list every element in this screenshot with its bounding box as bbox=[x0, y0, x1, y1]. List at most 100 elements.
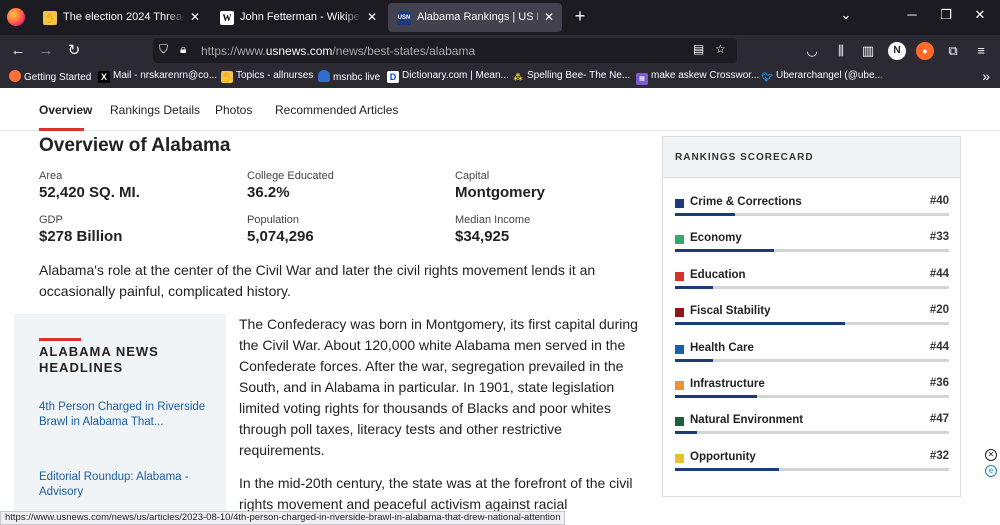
tab-photos[interactable]: Photos bbox=[215, 103, 253, 117]
page-title: Overview of Alabama bbox=[39, 135, 231, 156]
lock-icon[interactable]: 🔒︎ bbox=[180, 42, 187, 56]
fact-value: $278 Billion bbox=[39, 228, 123, 245]
dictionary-icon: D bbox=[387, 71, 399, 83]
tab-alabama-rankings[interactable]: USN Alabama Rankings | US News Best Stat… bbox=[388, 3, 562, 32]
pocket-icon[interactable]: ◡ bbox=[806, 43, 818, 58]
back-icon[interactable]: ← bbox=[10, 42, 26, 59]
news-headlines-title: ALABAMA NEWS HEADLINES bbox=[39, 344, 159, 375]
navigation-toolbar: ← → ↻ ⛉ 🔒︎ https://www.usnews.com/news/b… bbox=[0, 35, 1000, 66]
bookmark-getting-started[interactable]: Getting Started bbox=[9, 70, 91, 83]
scorecard-row[interactable]: Infrastructure #36 bbox=[675, 376, 949, 406]
scorecard-row[interactable]: Fiscal Stability #20 bbox=[675, 303, 949, 333]
shield-icon[interactable]: ⛉ bbox=[159, 42, 169, 56]
category-name: Natural Environment bbox=[690, 414, 804, 427]
bookmark-msnbc[interactable]: msnbc live bbox=[318, 70, 380, 83]
category-rank: #20 bbox=[929, 304, 949, 317]
forward-icon[interactable]: → bbox=[38, 42, 54, 59]
restore-icon[interactable]: ❐ bbox=[940, 7, 952, 22]
new-tab-icon[interactable]: + bbox=[574, 6, 586, 26]
side-extension-icons: ✕ e bbox=[983, 446, 1000, 482]
more-bookmarks-icon[interactable]: » bbox=[982, 68, 990, 84]
sidebar-icon[interactable]: ▥ bbox=[861, 43, 875, 58]
url-bar[interactable]: ⛉ 🔒︎ https://www.usnews.com/news/best-st… bbox=[153, 38, 737, 63]
bookmark-allnurses[interactable]: ✋ Topics - allnurses bbox=[221, 70, 313, 83]
fact-label: Capital bbox=[455, 170, 490, 182]
fact-value: 5,074,296 bbox=[247, 228, 314, 245]
category-rank: #44 bbox=[929, 340, 949, 353]
fact-label: College Educated bbox=[247, 170, 334, 182]
rank-bar-track bbox=[675, 431, 949, 435]
category-color-marker bbox=[675, 271, 684, 281]
category-name: Infrastructure bbox=[690, 378, 765, 390]
rank-bar-track bbox=[675, 213, 949, 216]
extension-n-icon[interactable]: N bbox=[888, 42, 906, 60]
bee-icon: ⁂ bbox=[513, 72, 523, 82]
close-tab-icon[interactable]: ✕ bbox=[366, 10, 377, 24]
scorecard-row[interactable]: Opportunity #32 bbox=[675, 449, 949, 479]
bookmark-twitter[interactable]: 🐦︎ Uberarchangel (@ube... bbox=[761, 70, 883, 83]
scorecard-header: RANKINGS SCORECARD bbox=[663, 137, 960, 178]
url-host: usnews.com bbox=[265, 44, 333, 58]
bookmarks-toolbar: Getting Started X Mail - nrskarenrn@co...… bbox=[0, 66, 1000, 88]
usnews-favicon-icon: USN bbox=[397, 11, 411, 25]
news-link[interactable]: Editorial Roundup: Alabama - Advisory bbox=[39, 471, 189, 498]
category-name: Crime & Corrections bbox=[690, 196, 802, 208]
tab-strip: ✋ The election 2024 Thread - Page ✕ W Jo… bbox=[0, 0, 1000, 35]
bookmark-label: msnbc live bbox=[333, 72, 381, 83]
category-rank: #47 bbox=[929, 413, 949, 426]
bookmark-dictionary[interactable]: D Dictionary.com | Mean... bbox=[387, 70, 509, 83]
extension-orange-icon[interactable]: ● bbox=[916, 42, 934, 60]
scorecard-row[interactable]: Health Care #44 bbox=[675, 340, 949, 370]
rank-bar-fill bbox=[675, 358, 713, 362]
reload-icon[interactable]: ↻ bbox=[67, 42, 81, 59]
rank-bar-track bbox=[675, 358, 949, 362]
rank-bar-track bbox=[675, 395, 949, 398]
rank-bar-fill bbox=[675, 395, 757, 398]
bookmark-crossword[interactable]: ▦ make askew Crosswor... bbox=[636, 70, 759, 85]
rank-bar-track bbox=[675, 249, 949, 253]
bookmark-spelling-bee[interactable]: ⁂ Spelling Bee- The Ne... bbox=[512, 70, 630, 83]
category-name: Education bbox=[690, 268, 746, 281]
news-link[interactable]: 4th Person Charged in Riverside Brawl in… bbox=[39, 401, 206, 428]
tab-recommended-articles[interactable]: Recommended Articles bbox=[275, 103, 399, 117]
close-window-icon[interactable]: ✕ bbox=[974, 7, 986, 22]
allnurses-icon: ✋ bbox=[221, 71, 233, 83]
scorecard-row[interactable]: Crime & Corrections #40 bbox=[675, 194, 949, 224]
edge-circle-icon[interactable]: e bbox=[985, 465, 997, 477]
bookmark-star-icon[interactable]: ☆ bbox=[715, 42, 726, 56]
category-color-marker bbox=[675, 344, 684, 354]
tab-rankings-details[interactable]: Rankings Details bbox=[110, 103, 201, 117]
close-circle-icon[interactable]: ✕ bbox=[985, 449, 997, 461]
tab-overview[interactable]: Overview bbox=[39, 103, 93, 117]
scorecard-row[interactable]: Natural Environment #47 bbox=[675, 412, 949, 442]
category-name: Fiscal Stability bbox=[690, 305, 771, 318]
library-icon[interactable]: ⫼ bbox=[838, 43, 844, 58]
category-rank: #33 bbox=[929, 231, 949, 244]
minimize-icon[interactable]: ─ bbox=[907, 7, 917, 22]
bookmark-label: Topics - allnurses bbox=[236, 70, 314, 81]
fact-college-educated: College Educated 36.2% bbox=[247, 170, 447, 201]
scorecard-row[interactable]: Economy #33 bbox=[675, 230, 949, 260]
category-rank: #44 bbox=[929, 267, 949, 280]
url-text[interactable]: https://www.usnews.com/news/best-states/… bbox=[201, 44, 475, 58]
bookmark-mail[interactable]: X Mail - nrskarenrn@co... bbox=[98, 70, 217, 83]
hamburger-menu-icon[interactable]: ≡ bbox=[977, 43, 985, 58]
tab-election-thread[interactable]: ✋ The election 2024 Thread - Page ✕ bbox=[34, 3, 208, 32]
list-all-tabs-icon[interactable]: ⌄ bbox=[840, 7, 852, 22]
rank-bar-fill bbox=[675, 249, 774, 253]
scorecard-row[interactable]: Education #44 bbox=[675, 267, 949, 297]
reader-view-icon[interactable]: ▤ bbox=[693, 42, 705, 56]
bookmark-label: Getting Started bbox=[24, 72, 92, 83]
firefox-menu-icon[interactable] bbox=[7, 8, 25, 26]
close-tab-icon[interactable]: ✕ bbox=[189, 10, 200, 24]
category-name: Economy bbox=[690, 232, 742, 245]
category-color-marker bbox=[675, 308, 684, 318]
status-bar-url: https://www.usnews.com/news/us/articles/… bbox=[0, 511, 566, 525]
rank-bar-fill bbox=[675, 431, 697, 435]
body-paragraph: The Confederacy was born in Montgomery, … bbox=[239, 316, 638, 458]
rankings-scorecard: RANKINGS SCORECARD Crime & Corrections #4… bbox=[662, 136, 961, 497]
close-tab-icon[interactable]: ✕ bbox=[543, 10, 554, 24]
x-icon: X bbox=[98, 71, 110, 83]
tab-john-fetterman[interactable]: W John Fetterman - Wikipedia ✕ bbox=[211, 3, 385, 32]
extensions-puzzle-icon[interactable]: ⧉ bbox=[948, 43, 958, 58]
